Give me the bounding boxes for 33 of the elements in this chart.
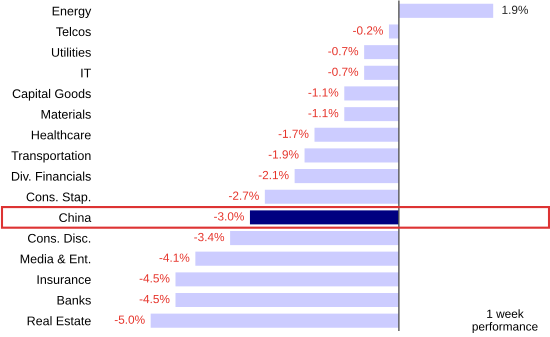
data-label: -1.7%: [278, 130, 309, 138]
data-label: -0.2%: [353, 26, 383, 35]
data-label: -4.5%: [140, 274, 170, 283]
y-tick-label: Cons. Stap.: [26, 192, 90, 204]
y-tick-label: IT: [81, 68, 91, 78]
data-label: -0.7%: [328, 46, 358, 56]
y-tick-label: China: [59, 212, 92, 222]
y-tick-label: Div. Financials: [12, 172, 91, 181]
y-tick-label: Materials: [42, 110, 91, 119]
data-label: -3.4%: [194, 232, 224, 242]
y-tick-label: Media & Ent.: [20, 254, 90, 264]
data-label: -2.1%: [258, 170, 289, 180]
y-tick-label: Insurance: [38, 275, 91, 284]
data-label: -0.7%: [328, 68, 358, 76]
y-tick-label: Banks: [58, 295, 91, 305]
y-tick-label: Cons. Disc.: [28, 234, 90, 243]
data-label: -3.0%: [214, 212, 244, 221]
y-tick-label: Energy: [52, 6, 92, 18]
data-label: 1.9%: [502, 6, 528, 14]
y-tick-label: Real Estate: [28, 316, 91, 326]
data-label: -1.1%: [308, 108, 338, 118]
y-tick-label: Healthcare: [32, 130, 91, 140]
y-tick-label: Transportation: [11, 150, 90, 163]
data-label: -1.1%: [308, 88, 338, 97]
data-label: -2.7%: [228, 192, 259, 200]
y-tick-label: Capital Goods: [12, 88, 91, 101]
annotation: 1 week performance: [472, 309, 538, 333]
y-tick-label: Utilities: [52, 48, 91, 57]
data-label: -4.5%: [140, 294, 170, 304]
data-label: -4.1%: [159, 254, 190, 262]
y-tick-label: Telcos: [56, 26, 91, 36]
data-label: -5.0%: [114, 315, 145, 324]
data-label: -1.9%: [268, 150, 299, 159]
